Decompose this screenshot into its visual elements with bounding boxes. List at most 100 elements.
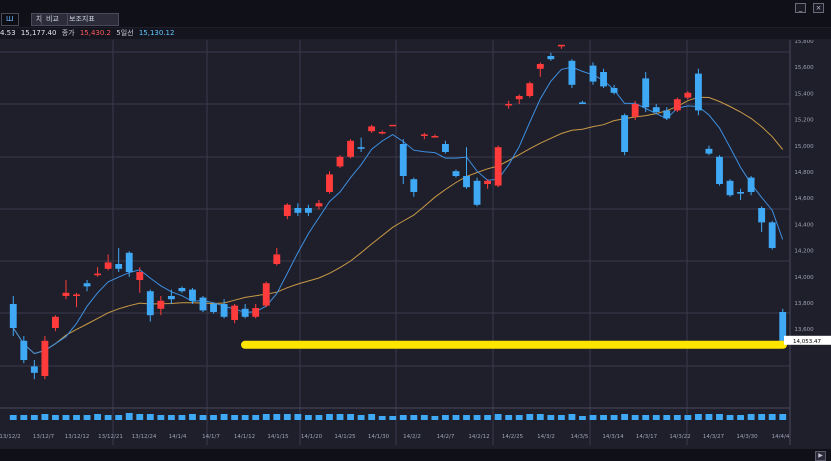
x-tick-label: 14/3/22: [669, 434, 690, 440]
x-tick-label: 13/12/7: [33, 434, 55, 440]
volume-bar: [315, 415, 323, 420]
volume-bar: [273, 414, 281, 420]
candle-body: [684, 92, 692, 98]
candle-body: [631, 104, 639, 117]
x-tick-label: 14/1/7: [202, 434, 220, 440]
y-tick-label: 15,400: [794, 91, 814, 97]
x-tick-label: 14/1/25: [334, 434, 356, 440]
candle-body: [389, 124, 397, 127]
candle-body: [494, 147, 502, 186]
volume-bar: [157, 415, 165, 420]
candle-body: [610, 88, 618, 93]
volume-bar: [378, 416, 386, 420]
volume-bar: [347, 414, 354, 420]
candle-body: [347, 140, 354, 157]
candle-body: [420, 134, 428, 136]
x-tick-label: 13/12/12: [65, 434, 90, 440]
info-value-1: 4.53: [0, 29, 16, 37]
candle-body: [241, 308, 249, 317]
y-tick-label: 15,600: [794, 65, 814, 71]
scrollbar[interactable]: [0, 449, 831, 461]
candle-body: [336, 156, 344, 167]
volume-bar: [199, 415, 207, 420]
volume-bar: [136, 414, 144, 420]
volume-bar: [262, 414, 270, 420]
price-tag-box: [784, 335, 831, 345]
y-tick-label: 15,200: [794, 118, 814, 124]
volume-bar: [431, 416, 439, 420]
volume-bar: [83, 415, 91, 420]
volume-bar: [463, 415, 470, 420]
volume-bar: [505, 415, 513, 420]
x-tick-label: 14/2/2: [403, 434, 421, 440]
current-price-tag: 14,053.47: [784, 335, 831, 345]
x-tick-label: 14/1/15: [267, 434, 289, 440]
x-tick-label: 14/1/30: [368, 434, 390, 440]
candle-body: [357, 147, 365, 149]
candle-body: [484, 180, 492, 184]
volume-bar: [705, 414, 713, 420]
candle-body: [526, 83, 534, 96]
volume-bar: [473, 415, 481, 420]
candle-body: [9, 304, 17, 328]
volume-bar: [515, 415, 523, 420]
candle-body: [52, 316, 59, 328]
tab-indicator[interactable]: 보조지표: [64, 13, 119, 26]
volume-bar: [547, 415, 555, 420]
x-tick-label: 14/3/14: [602, 434, 624, 440]
candle-body: [136, 272, 144, 280]
volume-bar: [526, 414, 534, 420]
volume-bar: [9, 415, 17, 420]
x-tick-label: 14/3/5: [571, 434, 589, 440]
volume-bar: [357, 415, 365, 420]
volume-bar: [568, 414, 576, 420]
volume-bar: [716, 414, 723, 420]
candle-body: [473, 180, 481, 205]
info-value-2: 15,177.40: [20, 29, 57, 37]
volume-bar: [621, 414, 629, 420]
minimize-button[interactable]: _: [795, 3, 806, 13]
candle-body: [600, 72, 607, 87]
volume-bar: [125, 413, 133, 420]
candle-body: [157, 300, 165, 309]
volume-bar: [631, 415, 639, 420]
volume-bar: [494, 414, 502, 420]
volume-bar: [484, 415, 492, 420]
volume-bar: [294, 414, 302, 420]
volume-bar: [758, 414, 766, 420]
candle-body: [621, 115, 629, 152]
tab-compare[interactable]: 비교: [41, 13, 68, 26]
candle-body: [20, 340, 28, 360]
volume-bar: [94, 414, 102, 420]
volume-bar: [52, 415, 59, 420]
candle-body: [283, 204, 291, 216]
candle-body: [463, 176, 470, 188]
tab-chart-type[interactable]: Ш: [1, 13, 19, 26]
candle-body: [304, 208, 312, 213]
candle-body: [431, 136, 439, 138]
volume-bar: [62, 415, 70, 420]
candle-body: [220, 304, 228, 317]
candle-body: [368, 126, 376, 132]
scroll-right-button[interactable]: ▶: [815, 451, 826, 461]
volume-bar: [252, 415, 260, 420]
volume-bar: [283, 414, 291, 420]
volume-bar: [589, 415, 597, 420]
candle-body: [716, 156, 723, 184]
candle-body: [315, 203, 323, 207]
candle-body: [726, 180, 734, 196]
x-tick-label: 14/3/27: [703, 434, 725, 440]
price-tag-text: 14,053.47: [793, 339, 821, 345]
candle-body: [536, 64, 544, 69]
candlestick-chart[interactable]: 15,800 15,600 15,400 15,200 15,000 14,800 14,6…: [0, 40, 831, 449]
close-button[interactable]: ×: [813, 3, 824, 13]
candle-body: [758, 208, 766, 223]
candle-body: [146, 291, 154, 316]
candle-body: [167, 296, 175, 300]
price-info-bar: 4.53 15,177.40 종가 15,430.2 5일선 15,130.12: [0, 28, 831, 39]
volume-bar: [410, 415, 418, 420]
y-tick-label: 14,800: [794, 170, 814, 176]
y-tick-label: 15,800: [794, 40, 814, 45]
x-tick-label: 14/2/25: [502, 434, 524, 440]
candle-body: [399, 144, 407, 176]
